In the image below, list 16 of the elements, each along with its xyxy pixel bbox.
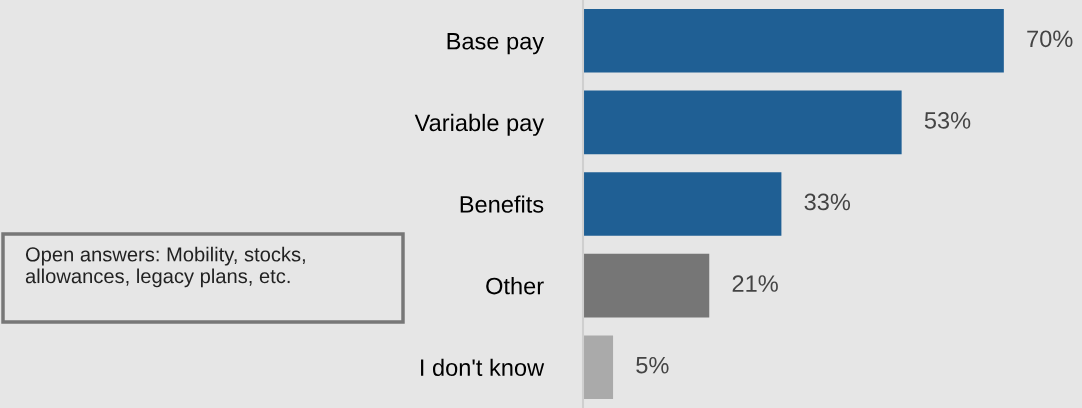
bar (583, 335, 614, 400)
bar (583, 253, 710, 318)
data-label: 70% (1027, 30, 1073, 48)
y-tick-label: Base pay (447, 33, 545, 55)
y-tick-label: Other (486, 277, 544, 295)
text: Open answers: Mobility, stocks, allowances, legacy plans, etc. (25, 246, 305, 288)
y-tick-label: I don't know (421, 358, 545, 376)
y-tick-label: Benefits (460, 195, 544, 213)
data-label: 53% (924, 112, 971, 129)
data-label: 21% (732, 275, 778, 292)
data-label: 33% (804, 193, 851, 211)
bar (583, 8, 1004, 73)
y-tick-label: Variable pay (414, 113, 545, 136)
data-label: 5% (636, 356, 669, 374)
bar (583, 172, 782, 236)
bar (583, 90, 902, 155)
